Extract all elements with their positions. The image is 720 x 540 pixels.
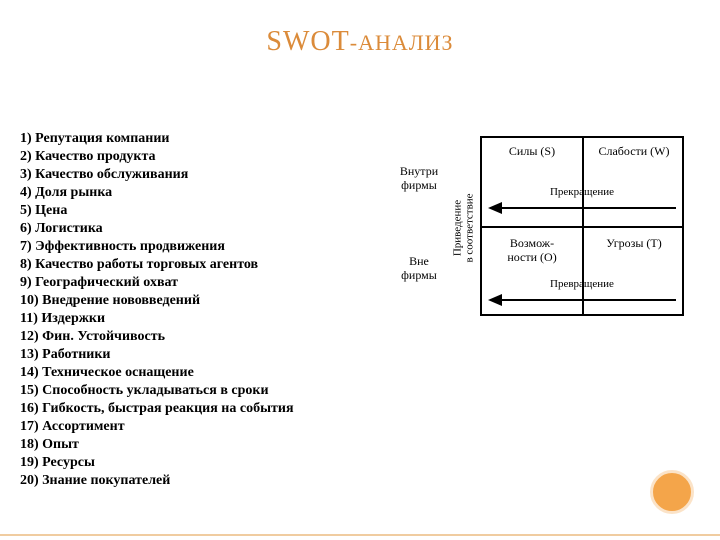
list-item: 12) Фин. Устойчивость (20, 328, 380, 346)
list-item: 20) Знание покупателей (20, 472, 380, 490)
list-item: 3) Качество обслуживания (20, 166, 380, 184)
list-item: 15) Способность укладываться в сроки (20, 382, 380, 400)
list-item: 11) Издержки (20, 310, 380, 328)
list-item: 10) Внедрение нововведений (20, 292, 380, 310)
cell-weaknesses: Слабости (W) (584, 138, 684, 178)
cell-strengths: Силы (S) (482, 138, 582, 178)
list-item: 1) Репутация компании (20, 130, 380, 148)
list-item: 4) Доля рынка (20, 184, 380, 202)
list-item: 18) Опыт (20, 436, 380, 454)
arrow-top: Прекращение (488, 186, 676, 218)
title-suffix: АНАЛИЗ (358, 30, 454, 55)
row-label-inside: Внутри фирмы (390, 164, 448, 192)
arrow-bottom-label: Превращение (488, 278, 676, 290)
cell-opportunities: Возмож- ности (O) (482, 230, 582, 270)
arrow-left-icon (488, 202, 676, 214)
list-item: 16) Гибкость, быстрая реакция на события (20, 400, 380, 418)
factor-list: 1) Репутация компании 2) Качество продук… (20, 130, 380, 490)
arrow-left-icon (488, 294, 676, 306)
title-main: SWOT (266, 26, 349, 57)
swot-diagram: Внутри фирмы Вне фирмы Приведение в соот… (390, 136, 690, 326)
deco-circle-icon (650, 470, 694, 514)
title-dash: - (350, 30, 358, 55)
arrow-top-label: Прекращение (488, 186, 676, 198)
list-item: 8) Качество работы торговых агентов (20, 256, 380, 274)
list-item: 9) Географический охват (20, 274, 380, 292)
list-item: 5) Цена (20, 202, 380, 220)
arrow-bottom: Превращение (488, 278, 676, 310)
cell-threats: Угрозы (T) (584, 230, 684, 270)
list-item: 14) Техническое оснащение (20, 364, 380, 382)
page-title: SWOT-АНАЛИЗ (0, 26, 720, 58)
swot-matrix: Силы (S) Слабости (W) Возмож- ности (O) … (480, 136, 684, 316)
row-label-outside: Вне фирмы (390, 254, 448, 282)
list-item: 2) Качество продукта (20, 148, 380, 166)
list-item: 17) Ассортимент (20, 418, 380, 436)
list-item: 13) Работники (20, 346, 380, 364)
list-item: 6) Логистика (20, 220, 380, 238)
list-item: 19) Ресурсы (20, 454, 380, 472)
footer-line (0, 534, 720, 536)
vertical-label: Приведение в соответствие (450, 148, 478, 308)
list-item: 7) Эффективность продвижения (20, 238, 380, 256)
